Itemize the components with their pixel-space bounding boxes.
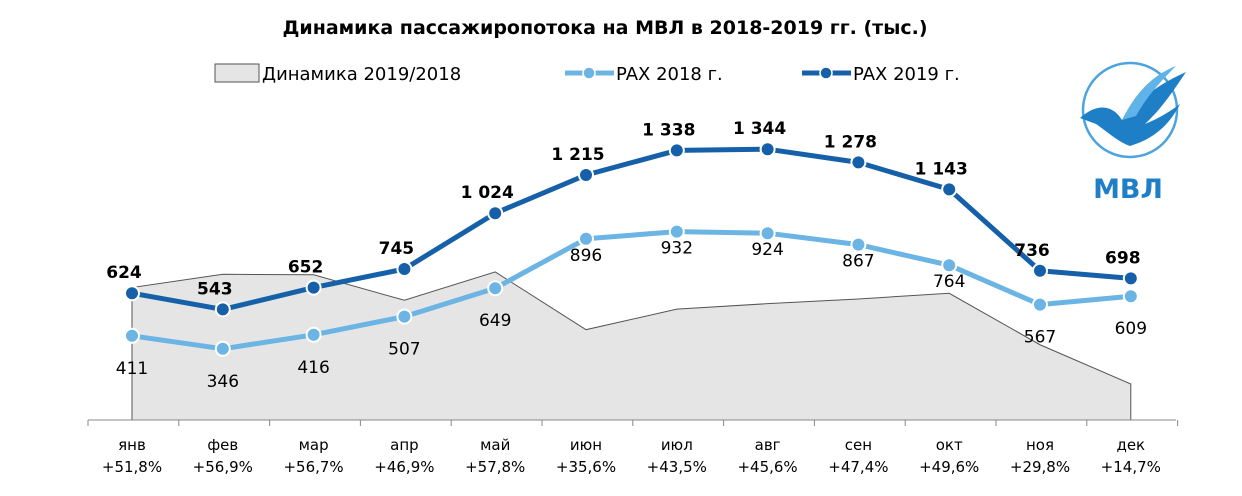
- x-growth-label: +35,6%: [556, 458, 616, 476]
- legend-label-pax2019: PAX 2019 г.: [853, 64, 960, 85]
- label-pax2018: 649: [479, 311, 511, 331]
- x-growth-label: +56,7%: [283, 458, 343, 476]
- point-pax2018: [668, 223, 685, 240]
- x-growth-label: +47,4%: [828, 458, 888, 476]
- point-pax2018: [1032, 296, 1048, 313]
- x-tick-label: сен: [845, 436, 872, 454]
- x-tick-label: ноя: [1026, 436, 1054, 454]
- x-tick-label: май: [480, 436, 510, 454]
- legend-label-pax2018: PAX 2018 г.: [616, 64, 723, 85]
- point-pax2019: [668, 142, 685, 159]
- x-growth-label: +57,8%: [465, 458, 525, 476]
- x-tick-label: окт: [936, 436, 963, 454]
- point-pax2018: [759, 225, 776, 242]
- point-pax2019: [578, 167, 594, 183]
- point-pax2018: [941, 257, 958, 274]
- legend-marker-pax2018: [582, 66, 596, 80]
- label-pax2018: 609: [1115, 319, 1147, 339]
- point-pax2018: [214, 340, 231, 357]
- label-pax2018: 346: [207, 372, 239, 392]
- point-pax2018: [850, 236, 867, 253]
- point-pax2019: [214, 301, 231, 318]
- label-pax2019: 1 278: [824, 132, 877, 152]
- label-pax2019: 1 338: [642, 120, 695, 140]
- x-growth-label: +56,9%: [193, 458, 253, 476]
- label-pax2018: 411: [116, 359, 148, 379]
- point-pax2018: [487, 280, 504, 297]
- x-growth-label: +46,9%: [374, 458, 434, 476]
- plot-area: [124, 141, 1139, 421]
- x-tick-label: мар: [299, 436, 329, 454]
- point-pax2019: [1122, 270, 1139, 287]
- label-pax2019: 1 143: [915, 159, 968, 179]
- label-pax2019: 1 344: [733, 119, 786, 139]
- x-tick-label: дек: [1116, 436, 1145, 454]
- point-pax2019: [396, 261, 413, 277]
- point-pax2018: [396, 308, 413, 325]
- label-pax2018: 764: [933, 272, 965, 292]
- label-pax2018: 867: [842, 252, 874, 272]
- point-pax2018: [124, 327, 140, 344]
- point-pax2019: [124, 285, 140, 302]
- x-tick-label: июн: [570, 436, 602, 454]
- point-pax2019: [941, 181, 958, 198]
- pegasus-icon: [1080, 61, 1186, 159]
- label-pax2019: 698: [1105, 248, 1141, 268]
- label-pax2019: 652: [288, 258, 324, 278]
- point-pax2018: [1122, 288, 1139, 305]
- x-growth-label: +51,8%: [102, 458, 162, 476]
- label-pax2019: 624: [106, 263, 142, 283]
- label-pax2019: 1 024: [461, 183, 514, 203]
- x-tick-label: апр: [390, 436, 419, 454]
- point-pax2018: [578, 230, 594, 247]
- label-pax2019: 745: [379, 239, 415, 259]
- x-tick-label: июл: [661, 436, 693, 454]
- area-growth: [131, 271, 1132, 421]
- label-pax2019: 1 215: [551, 145, 604, 165]
- label-pax2018: 924: [751, 240, 783, 260]
- x-tick-label: авг: [755, 436, 781, 454]
- x-growth-label: +14,7%: [1101, 458, 1161, 476]
- line-pax2018: [129, 229, 1134, 352]
- x-axis: янв фев мар апр май июн июл авг сен окт ноя дек +51,…: [87, 419, 1179, 476]
- label-pax2018: 507: [388, 340, 420, 360]
- legend-label-area: Динамика 2019/2018: [262, 64, 461, 85]
- data-labels: 624 543 652 745 1 024 1 215 1 338 1 344 1 278 1 1…: [106, 119, 1147, 392]
- logo: МВЛ: [1080, 61, 1186, 205]
- label-pax2018: 416: [297, 358, 329, 378]
- x-growth-label: +29,8%: [1010, 458, 1070, 476]
- label-pax2018: 932: [661, 239, 693, 259]
- label-pax2018: 567: [1024, 328, 1056, 348]
- x-tick-label: фев: [207, 436, 238, 454]
- legend-marker-pax2019: [819, 66, 833, 80]
- chart-title: Динамика пассажиропотока на МВЛ в 2018-2…: [282, 17, 927, 39]
- logo-text: МВЛ: [1093, 174, 1163, 205]
- point-pax2019: [305, 279, 322, 296]
- point-pax2019: [1032, 262, 1048, 279]
- label-pax2019: 543: [197, 279, 233, 299]
- point-pax2019: [487, 205, 504, 222]
- x-growth-label: +43,5%: [647, 458, 707, 476]
- x-tick-label: янв: [118, 436, 146, 454]
- legend: Динамика 2019/2018 PAX 2018 г. PAX 2019 …: [214, 63, 960, 85]
- label-pax2018: 896: [570, 246, 602, 266]
- point-pax2018: [305, 326, 322, 343]
- x-growth-label: +45,6%: [737, 458, 797, 476]
- line-pax2019: [129, 146, 1134, 312]
- x-growth-label: +49,6%: [919, 458, 979, 476]
- point-pax2019: [759, 141, 776, 158]
- label-pax2019: 736: [1014, 241, 1050, 261]
- legend-swatch-area: [214, 63, 260, 83]
- point-pax2019: [850, 154, 867, 171]
